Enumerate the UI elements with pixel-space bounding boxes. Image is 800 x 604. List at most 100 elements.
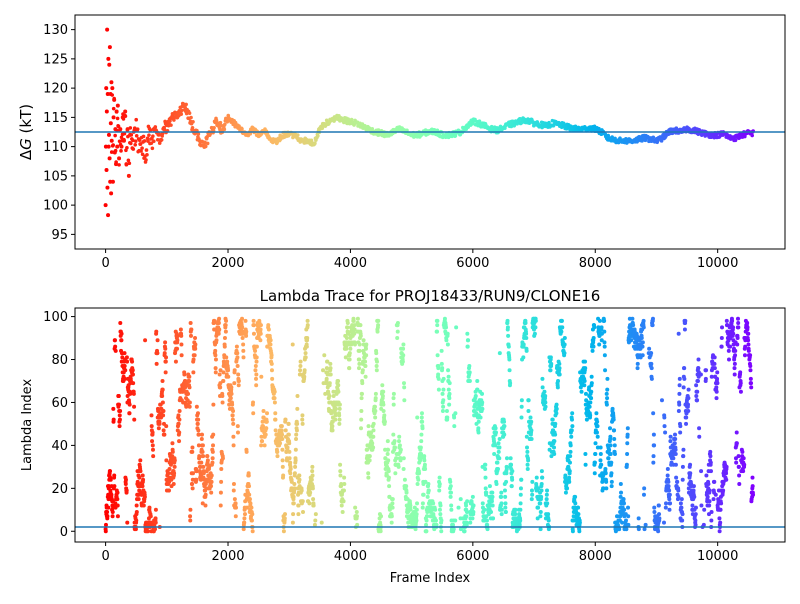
lambda-point	[367, 458, 372, 463]
delta-g-point	[127, 174, 131, 178]
lambda-point	[205, 454, 210, 459]
lambda-point	[187, 385, 192, 390]
lambda-point	[554, 406, 559, 411]
lambda-point	[124, 488, 129, 493]
lambda-point	[290, 520, 295, 525]
delta-g-point	[144, 148, 149, 152]
lambda-point	[133, 527, 138, 532]
lambda-point	[337, 406, 342, 411]
lambda-point	[709, 509, 714, 514]
lambda-point	[598, 458, 603, 463]
lambda-point	[278, 441, 283, 446]
lambda-point	[546, 518, 551, 523]
lambda-point	[189, 327, 194, 332]
lambda-point	[188, 518, 193, 523]
lambda-point	[485, 527, 490, 532]
lambda-point	[391, 402, 396, 407]
lambda-point	[337, 413, 342, 418]
lambda-point	[359, 417, 364, 422]
delta-g-point	[104, 168, 109, 173]
lambda-point	[426, 482, 431, 487]
lambda-point	[462, 529, 467, 534]
lambda-point	[609, 471, 614, 476]
lambda-point	[435, 318, 440, 323]
lambda-point	[425, 494, 430, 499]
lambda-point	[617, 527, 622, 532]
delta-g-point	[111, 106, 116, 111]
lambda-point	[177, 409, 182, 414]
delta-g-point	[106, 56, 111, 61]
lambda-point	[251, 411, 256, 416]
lambda-point	[378, 529, 383, 534]
delta-g-point	[295, 133, 300, 137]
y-tick-label: 40	[51, 439, 68, 454]
lambda-point	[357, 342, 362, 347]
lambda-point	[220, 456, 225, 461]
lambda-point	[444, 409, 449, 414]
lambda-point	[691, 488, 696, 493]
lambda-point	[695, 389, 700, 394]
delta-g-point	[106, 144, 111, 149]
lambda-point	[217, 372, 222, 377]
lambda-point	[235, 430, 240, 435]
lambda-point	[746, 338, 751, 343]
delta-g-point	[107, 62, 112, 67]
x-tick-label: 2000	[211, 549, 244, 564]
lambda-point	[434, 522, 439, 527]
lambda-point	[748, 353, 753, 358]
delta-g-point	[124, 162, 129, 167]
lambda-point	[163, 370, 168, 375]
lambda-point	[438, 503, 443, 508]
lambda-point	[680, 518, 685, 523]
delta-g-point	[169, 123, 173, 127]
delta-g-point	[109, 80, 114, 85]
lambda-point	[649, 351, 654, 356]
delta-g-point	[110, 93, 115, 97]
lambda-point	[415, 415, 420, 420]
lambda-point	[363, 363, 368, 368]
lambda-point	[191, 357, 196, 362]
delta-g-point	[316, 134, 320, 138]
lambda-point	[344, 336, 349, 341]
lambda-point	[745, 321, 750, 326]
delta-g-point	[114, 160, 118, 164]
lambda-point	[170, 449, 175, 454]
lambda-point	[190, 449, 195, 454]
lambda-point	[591, 344, 596, 349]
lambda-point	[168, 462, 173, 467]
delta-g-point	[109, 150, 114, 154]
lambda-point	[720, 325, 725, 330]
lambda-point	[701, 522, 706, 527]
lambda-point	[395, 336, 400, 341]
lambda-point	[717, 516, 722, 521]
lambda-point	[190, 482, 195, 487]
lambda-point	[678, 501, 683, 506]
lambda-point	[688, 462, 693, 467]
lambda-point	[108, 469, 113, 474]
lambda-point	[712, 361, 717, 366]
x-tick-label: 0	[101, 256, 109, 271]
lambda-point	[513, 507, 518, 512]
delta-g-point	[107, 156, 112, 161]
lambda-point	[497, 436, 502, 441]
lambda-point	[557, 372, 562, 377]
lambda-point	[343, 355, 348, 360]
lambda-point	[154, 361, 159, 366]
lambda-point	[357, 357, 362, 362]
lambda-point	[529, 497, 534, 502]
lambda-point	[502, 419, 507, 424]
lambda-point	[170, 441, 175, 446]
lambda-point	[355, 316, 360, 321]
lambda-point	[624, 527, 629, 532]
lambda-point	[493, 443, 498, 448]
lambda-point	[302, 374, 307, 379]
lambda-point	[521, 355, 526, 360]
delta-g-point	[133, 139, 138, 143]
lambda-point	[201, 471, 206, 476]
lambda-point	[340, 509, 345, 514]
lambda-point	[559, 318, 564, 323]
lambda-point	[526, 409, 531, 414]
lambda-point	[683, 318, 688, 323]
lambda-point	[539, 488, 544, 493]
lambda-point	[150, 443, 155, 448]
